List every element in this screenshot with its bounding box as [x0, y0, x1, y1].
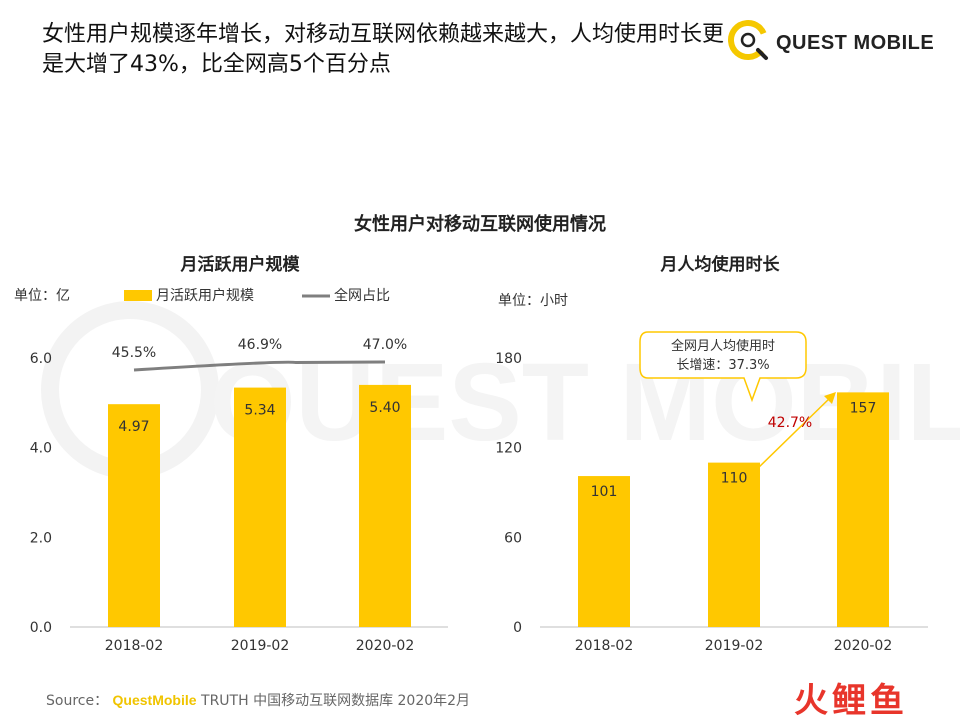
growth-arrow-head — [824, 392, 836, 404]
bar — [108, 404, 160, 627]
bar-value-label: 157 — [850, 400, 877, 416]
chart-mau-bars: 4.97 5.34 5.40 — [108, 384, 411, 627]
bar — [837, 392, 889, 627]
corner-logo-text: 火鲤鱼 — [794, 681, 908, 720]
chart-usage-unit: 单位：小时 — [498, 293, 568, 309]
chart-mau-unit: 单位：亿 — [14, 288, 70, 304]
bar — [578, 476, 630, 627]
bar — [359, 384, 411, 627]
y-tick-label: 2.0 — [30, 530, 52, 546]
chart-usage-title: 月人均使用时长 — [660, 254, 781, 275]
source-prefix: Source： — [46, 693, 109, 709]
chart-usage-x-ticks: 2018-02 2019-02 2020-02 — [575, 638, 893, 654]
share-line-path — [133, 360, 386, 372]
y-tick-label: 4.0 — [30, 441, 52, 457]
y-tick-label: 180 — [495, 351, 522, 367]
y-tick-label: 120 — [495, 441, 522, 457]
figure-title: 女性用户对移动互联网使用情况 — [354, 213, 606, 235]
legend-bar-swatch — [124, 290, 152, 301]
page-headline: 女性用户规模逐年增长，对移动互联网依赖越来越大，人均使用时长更是大增了43%，比… — [42, 22, 725, 77]
bar-value-label: 5.34 — [244, 403, 275, 419]
chart-usage-y-axis: 0 60 120 180 — [495, 351, 522, 636]
x-tick-label: 2019-02 — [231, 638, 290, 654]
bar-value-label: 101 — [591, 484, 618, 500]
source-brand: QuestMobile — [112, 692, 197, 708]
quest-mobile-logo-icon — [728, 20, 768, 60]
bar-value-label: 5.40 — [369, 400, 400, 416]
chart-usage-time: 月人均使用时长 单位：小时 0 60 120 180 101 110 157 2018-0… — [495, 254, 928, 654]
quest-mobile-logo: QUEST MOBILE — [724, 12, 944, 72]
y-tick-label: 0.0 — [30, 620, 52, 636]
chart-mau-x-ticks: 2018-02 2019-02 2020-02 — [105, 638, 415, 654]
corner-logo: 火鲤鱼 — [794, 681, 908, 720]
x-tick-label: 2018-02 — [105, 638, 164, 654]
legend-line-label: 全网占比 — [334, 287, 390, 304]
chart-mau: 月活跃用户规模 单位：亿 月活跃用户规模 全网占比 0.0 2.0 4.0 6.0 4… — [14, 254, 448, 654]
bar — [708, 462, 760, 627]
growth-arrow-line — [755, 394, 834, 471]
y-tick-label: 0 — [513, 620, 522, 636]
y-tick-label: 60 — [504, 530, 522, 546]
bar — [234, 387, 286, 627]
callout-line-1: 全网月人均使用时 — [671, 338, 775, 354]
chart-mau-title: 月活跃用户规模 — [180, 254, 301, 275]
growth-label: 42.7% — [768, 415, 812, 431]
share-value-label: 46.9% — [238, 337, 282, 353]
source-note: Source： QuestMobile TRUTH 中国移动互联网数据库 202… — [46, 690, 470, 710]
share-value-label: 47.0% — [363, 337, 407, 353]
bar-value-label: 110 — [721, 471, 748, 487]
chart-mau-y-axis: 0.0 2.0 4.0 6.0 — [30, 351, 52, 636]
x-tick-label: 2019-02 — [705, 638, 764, 654]
bar-value-label: 4.97 — [118, 419, 149, 435]
callout-line-2: 长增速：37.3% — [676, 358, 769, 373]
x-tick-label: 2020-02 — [834, 638, 893, 654]
x-tick-label: 2018-02 — [575, 638, 634, 654]
share-value-label: 45.5% — [112, 345, 156, 361]
legend-bar-label: 月活跃用户规模 — [156, 287, 254, 304]
chart-usage-bars: 101 110 157 — [578, 392, 889, 627]
x-tick-label: 2020-02 — [356, 638, 415, 654]
chart-mau-share-line: 45.5% 46.9% 47.0% — [112, 337, 407, 372]
y-tick-label: 6.0 — [30, 351, 52, 367]
brand-name: QUEST MOBILE — [776, 32, 935, 54]
source-text: TRUTH 中国移动互联网数据库 2020年2月 — [201, 693, 471, 709]
growth-callout-box — [639, 331, 807, 403]
